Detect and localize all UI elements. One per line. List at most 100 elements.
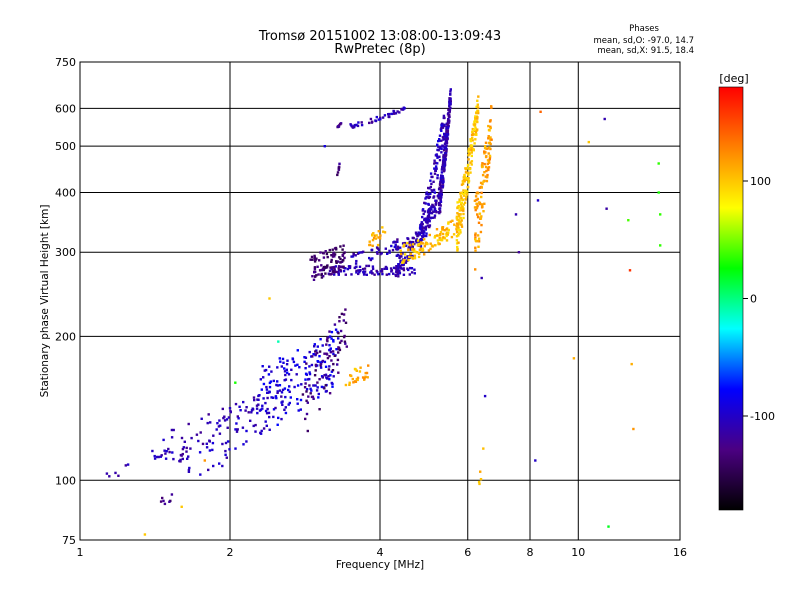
echo-point bbox=[331, 369, 335, 372]
echo-point bbox=[460, 206, 463, 209]
echo-point bbox=[441, 126, 445, 129]
echo-point bbox=[275, 383, 278, 387]
echo-point bbox=[476, 191, 479, 194]
echo-point bbox=[443, 116, 446, 120]
echo-point bbox=[283, 379, 286, 382]
echo-point bbox=[354, 262, 358, 265]
echo-point bbox=[411, 247, 414, 251]
echo-point bbox=[446, 131, 449, 134]
echo-point bbox=[281, 388, 285, 391]
echo-point bbox=[212, 464, 215, 468]
echo-point bbox=[316, 345, 319, 348]
echo-point bbox=[228, 407, 232, 410]
echo-point bbox=[471, 127, 474, 131]
echo-point bbox=[429, 247, 432, 251]
echo-point bbox=[226, 440, 230, 443]
echo-point bbox=[330, 330, 334, 334]
echo-point bbox=[351, 255, 355, 258]
echo-point bbox=[320, 273, 323, 277]
echo-point bbox=[452, 233, 456, 236]
echo-point bbox=[457, 228, 460, 231]
echo-point bbox=[469, 171, 472, 174]
echo-point bbox=[476, 110, 480, 113]
echo-point bbox=[155, 455, 159, 459]
echo-point bbox=[255, 407, 259, 410]
echo-point bbox=[456, 201, 459, 204]
echo-point bbox=[371, 120, 374, 123]
echo-point bbox=[272, 408, 276, 411]
echo-point bbox=[425, 217, 428, 220]
echo-point bbox=[313, 271, 316, 274]
echo-point bbox=[455, 242, 459, 245]
echo-point bbox=[268, 297, 271, 300]
echo-point bbox=[208, 440, 211, 443]
echo-point bbox=[429, 185, 432, 189]
echo-point bbox=[449, 102, 452, 105]
echo-point bbox=[423, 238, 426, 241]
echo-point bbox=[469, 144, 472, 147]
echo-point bbox=[161, 496, 164, 500]
echo-point bbox=[420, 221, 423, 224]
echo-point bbox=[355, 271, 358, 274]
echo-point bbox=[357, 269, 360, 272]
echo-point bbox=[440, 129, 443, 132]
echo-point bbox=[445, 133, 449, 136]
echo-point bbox=[162, 499, 165, 503]
echo-point bbox=[325, 389, 328, 393]
echo-point bbox=[466, 186, 469, 189]
data-points bbox=[105, 88, 662, 536]
echo-point bbox=[490, 138, 493, 141]
echo-point bbox=[310, 255, 314, 259]
echo-point bbox=[284, 406, 287, 409]
echo-point bbox=[397, 265, 400, 268]
echo-point bbox=[296, 398, 299, 401]
x-tick-label: 6 bbox=[464, 546, 471, 559]
echo-point bbox=[475, 105, 478, 108]
echo-point bbox=[325, 252, 329, 256]
echo-point bbox=[400, 263, 404, 267]
echo-point bbox=[430, 212, 434, 215]
echo-point bbox=[343, 334, 346, 338]
echo-point bbox=[456, 245, 459, 249]
echo-point bbox=[458, 223, 462, 226]
echo-point bbox=[421, 235, 424, 239]
echo-point bbox=[311, 355, 314, 358]
echo-point bbox=[296, 384, 300, 387]
echo-point bbox=[126, 463, 130, 466]
echo-point bbox=[199, 473, 202, 476]
echo-point bbox=[419, 223, 422, 227]
echo-point bbox=[447, 108, 450, 111]
echo-point bbox=[376, 247, 380, 250]
echo-point bbox=[329, 374, 332, 377]
echo-point bbox=[486, 162, 489, 166]
echo-point bbox=[392, 241, 395, 244]
echo-point bbox=[344, 273, 347, 276]
echo-point bbox=[439, 230, 443, 234]
echo-point bbox=[312, 397, 315, 400]
echo-point bbox=[187, 468, 191, 472]
echo-point bbox=[324, 250, 327, 253]
echo-point bbox=[371, 265, 375, 268]
echo-point bbox=[360, 121, 363, 124]
echo-point bbox=[483, 202, 486, 205]
echo-point bbox=[284, 378, 288, 381]
echo-point bbox=[281, 357, 285, 361]
echo-point bbox=[319, 361, 322, 364]
echo-point bbox=[470, 160, 474, 163]
echo-point bbox=[377, 118, 380, 121]
echo-point bbox=[388, 251, 391, 254]
echo-point bbox=[170, 428, 174, 432]
echo-point bbox=[153, 457, 157, 460]
y-tick-label: 200 bbox=[55, 330, 76, 343]
echo-point bbox=[337, 124, 341, 127]
echo-point bbox=[476, 120, 479, 124]
echo-point bbox=[465, 193, 468, 196]
echo-point bbox=[476, 99, 479, 102]
echo-point bbox=[318, 259, 321, 262]
echo-point bbox=[416, 239, 420, 242]
echo-point bbox=[308, 372, 312, 376]
echo-point bbox=[427, 215, 431, 219]
echo-point bbox=[351, 377, 354, 381]
echo-point bbox=[392, 272, 395, 275]
echo-point bbox=[267, 411, 271, 415]
